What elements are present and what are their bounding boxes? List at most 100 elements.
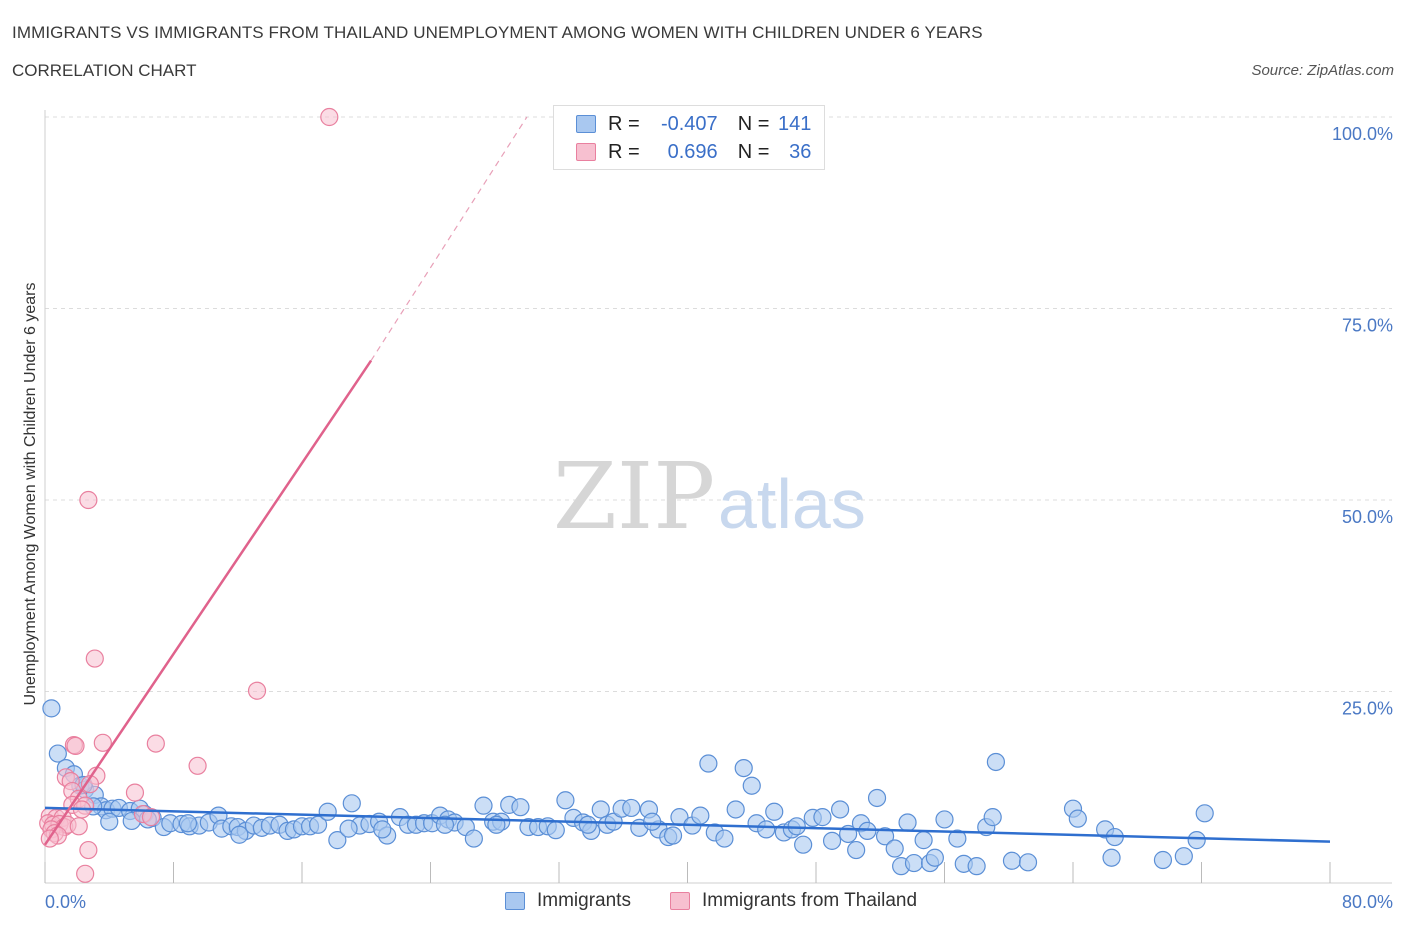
immigrants-point xyxy=(691,806,710,825)
thailand-point xyxy=(79,490,98,510)
immigrants-point xyxy=(511,798,530,817)
tick-labels: 25.0% 50.0% 75.0% 100.0% 0.0% 80.0% xyxy=(45,124,1393,912)
y-tick-label: 25.0% xyxy=(1342,699,1393,719)
thailand-point xyxy=(76,864,95,883)
immigrants-point xyxy=(1018,853,1038,872)
x-tick-label: 0.0% xyxy=(45,892,86,912)
immigrants-point xyxy=(100,812,119,831)
immigrants-point xyxy=(885,839,904,858)
thailand-trendline xyxy=(43,359,373,846)
immigrants-point xyxy=(318,802,337,821)
gridlines xyxy=(45,116,1392,692)
immigrants-point xyxy=(875,827,895,846)
immigrants-point xyxy=(48,744,67,763)
watermark-atlas: atlas xyxy=(718,465,866,543)
immigrants-point xyxy=(898,813,917,832)
immigrants-point xyxy=(42,699,61,718)
immigrants-point xyxy=(1195,804,1214,823)
watermark: ZIP atlas xyxy=(553,443,866,550)
y-axis-label: Unemployment Among Women with Children U… xyxy=(22,282,39,705)
thailand-point xyxy=(79,840,98,860)
y-tick-label: 50.0% xyxy=(1342,507,1393,527)
immigrants-point xyxy=(339,819,358,838)
thailand-trendline-extension xyxy=(370,116,528,361)
thailand-point xyxy=(66,736,85,755)
immigrants-point xyxy=(726,800,745,819)
legend-label-immigrants: Immigrants xyxy=(537,890,631,911)
immigrants-point xyxy=(1002,851,1022,870)
immigrants-point xyxy=(591,800,610,819)
series-legend: Immigrants Immigrants from Thailand xyxy=(0,888,1406,916)
thailand-point xyxy=(69,817,88,836)
thailand-point xyxy=(125,783,145,802)
legend-n-label: N = xyxy=(737,112,770,135)
y-tick-label: 75.0% xyxy=(1342,316,1393,336)
immigrants-point xyxy=(622,798,641,818)
thailand-point xyxy=(80,775,100,794)
immigrants-point xyxy=(435,815,455,834)
immigrants-point xyxy=(474,796,493,815)
immigrants-point xyxy=(1102,848,1121,867)
immigrants-point xyxy=(178,814,198,833)
thailand-point xyxy=(146,734,165,753)
thailand-point xyxy=(85,649,104,668)
thailand-point xyxy=(141,808,161,827)
immigrants-point xyxy=(925,848,944,867)
legend-n-value: 141 xyxy=(778,112,812,135)
immigrants-point xyxy=(546,821,565,840)
legend-r-value: -0.407 xyxy=(660,112,718,135)
immigrants-point xyxy=(867,788,887,808)
immigrants-point xyxy=(715,829,734,848)
immigrants-point xyxy=(935,810,954,829)
immigrants-point xyxy=(948,829,967,848)
x-tick-label: 80.0% xyxy=(1342,892,1393,912)
immigrants-point xyxy=(663,826,683,845)
immigrants-point xyxy=(373,820,392,839)
watermark-zip: ZIP xyxy=(553,443,715,550)
immigrants-swatch xyxy=(576,115,596,133)
immigrants-trendline xyxy=(44,806,1331,843)
immigrants-point xyxy=(230,825,249,844)
chart-title: IMMIGRANTS VS IMMIGRANTS FROM THAILAND U… xyxy=(12,23,983,42)
immigrants-point xyxy=(914,831,933,850)
legend-item-thailand[interactable]: Immigrants from Thailand xyxy=(670,890,917,912)
legend-r-label: R = xyxy=(608,112,640,135)
legend-r-value: 0.696 xyxy=(667,140,718,163)
immigrants-point xyxy=(813,808,832,827)
immigrants-point xyxy=(847,840,866,860)
immigrants-point xyxy=(643,812,662,831)
thailand-point xyxy=(188,756,207,775)
immigrants-point xyxy=(858,821,877,841)
thailand-swatch xyxy=(576,143,596,161)
immigrants-point xyxy=(1187,831,1206,850)
axes xyxy=(44,110,1392,884)
legend-n-label: N = xyxy=(737,140,770,163)
immigrants-point xyxy=(342,794,361,813)
thailand-point xyxy=(320,107,339,127)
legend-item-immigrants[interactable]: Immigrants xyxy=(505,890,631,912)
immigrants-point xyxy=(556,791,575,810)
legend-row-immigrants: R = -0.407 N = 141 xyxy=(576,111,811,137)
immigrants-point xyxy=(1174,847,1193,866)
immigrants-point xyxy=(1068,809,1087,828)
immigrants-point xyxy=(699,754,718,773)
legend-label-thailand: Immigrants from Thailand xyxy=(702,890,918,911)
chart-source: Source: ZipAtlas.com xyxy=(1251,62,1394,79)
immigrants-point xyxy=(822,831,842,850)
immigrants-points xyxy=(42,699,1214,876)
immigrants-point xyxy=(986,752,1006,772)
immigrants-point xyxy=(464,829,483,848)
thailand-swatch xyxy=(670,892,690,910)
legend-row-thailand: R = 0.696 N = 36 xyxy=(576,139,811,165)
immigrants-point xyxy=(904,853,924,873)
thailand-point xyxy=(247,681,267,700)
immigrants-point xyxy=(765,802,784,821)
immigrants-point xyxy=(742,776,761,795)
immigrants-point xyxy=(983,808,1002,827)
legend-n-value: 36 xyxy=(789,140,812,163)
legend-r-label: R = xyxy=(608,140,640,163)
immigrants-point xyxy=(794,835,813,854)
immigrants-point xyxy=(967,857,986,876)
chart-subtitle: CORRELATION CHART xyxy=(12,61,197,80)
